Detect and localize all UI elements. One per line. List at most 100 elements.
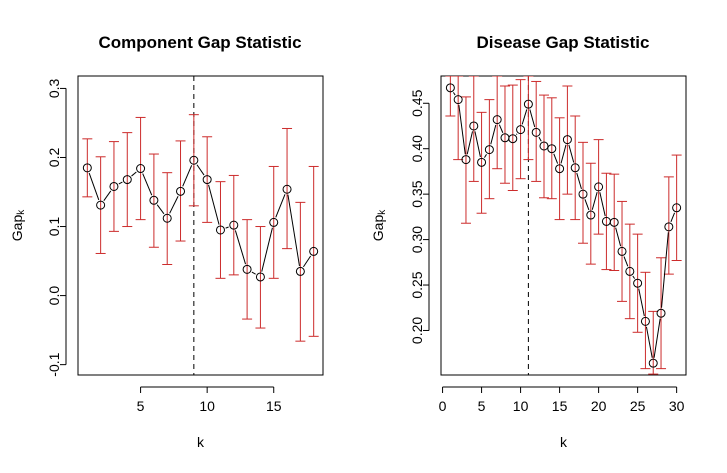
error-bar bbox=[593, 139, 604, 235]
data-point bbox=[282, 184, 292, 194]
chart-title: Component Gap Statistic bbox=[98, 33, 301, 52]
data-point bbox=[547, 144, 557, 154]
error-bar bbox=[492, 76, 503, 170]
connector-segment bbox=[490, 124, 497, 145]
connector-segment bbox=[591, 192, 598, 210]
connector-segment bbox=[623, 256, 629, 267]
error-bar bbox=[671, 154, 682, 261]
error-bar bbox=[308, 165, 319, 337]
data-point bbox=[242, 264, 252, 274]
error-bar bbox=[531, 80, 542, 182]
data-point bbox=[189, 155, 199, 165]
connector-segment bbox=[599, 192, 606, 217]
error-bar bbox=[135, 116, 146, 221]
data-point bbox=[633, 278, 643, 288]
connector-segment bbox=[529, 109, 536, 128]
data-point bbox=[508, 134, 518, 144]
data-point bbox=[586, 210, 596, 220]
data-point bbox=[523, 99, 533, 109]
x-tick-label: 25 bbox=[630, 398, 646, 414]
error-bar bbox=[242, 219, 253, 320]
error-bar bbox=[188, 114, 199, 207]
connector-segment bbox=[638, 288, 645, 317]
error-bar bbox=[255, 226, 266, 329]
error-bar bbox=[215, 181, 226, 279]
data-point bbox=[578, 189, 588, 199]
y-axis-label: Gapk bbox=[370, 209, 388, 241]
x-tick-label: 15 bbox=[266, 398, 282, 414]
data-point bbox=[484, 145, 494, 155]
data-layer bbox=[445, 76, 682, 375]
chart-title: Disease Gap Statistic bbox=[477, 33, 650, 52]
data-point bbox=[656, 308, 666, 318]
data-point bbox=[539, 141, 549, 151]
data-point bbox=[215, 225, 225, 235]
connector-segment bbox=[156, 204, 165, 215]
data-point bbox=[109, 181, 119, 191]
connector-segment bbox=[515, 133, 518, 135]
error-bar bbox=[499, 85, 510, 184]
y-tick-label: 0.1 bbox=[46, 217, 62, 237]
connector-segment bbox=[103, 190, 112, 201]
data-point bbox=[269, 217, 279, 227]
y-axis-label-subscript: k bbox=[377, 209, 388, 215]
error-bar bbox=[460, 96, 471, 224]
connector-segment bbox=[615, 227, 622, 247]
data-point bbox=[477, 157, 487, 167]
error-bar bbox=[468, 76, 479, 182]
y-tick-label: -0.1 bbox=[46, 352, 62, 376]
error-bar bbox=[122, 132, 133, 228]
error-bar bbox=[546, 97, 557, 200]
y-axis-label: Gapk bbox=[9, 209, 27, 241]
error-bar bbox=[562, 85, 573, 195]
connector-segment bbox=[169, 196, 179, 214]
connector-segment bbox=[118, 181, 123, 185]
x-tick-label: 10 bbox=[513, 398, 529, 414]
error-bar bbox=[609, 173, 620, 271]
connector-segment bbox=[131, 171, 137, 177]
error-bar bbox=[515, 79, 526, 180]
error-bar bbox=[108, 141, 119, 232]
y-axis-label-main: Gap bbox=[9, 215, 25, 242]
error-bar bbox=[82, 138, 93, 198]
error-bar bbox=[554, 117, 565, 221]
connector-segment bbox=[182, 165, 193, 187]
data-point bbox=[295, 266, 305, 276]
data-point bbox=[149, 195, 159, 205]
error-bar bbox=[476, 111, 487, 214]
error-bar bbox=[295, 201, 306, 342]
connector-segment bbox=[287, 194, 300, 267]
data-point bbox=[255, 272, 265, 282]
x-tick-label: 15 bbox=[552, 398, 568, 414]
error-bar bbox=[228, 174, 239, 276]
connector-segment bbox=[466, 131, 474, 155]
data-point bbox=[162, 213, 172, 223]
error-bar bbox=[268, 165, 279, 279]
data-point bbox=[664, 222, 674, 232]
connector-segment bbox=[196, 164, 205, 176]
connector-segment bbox=[484, 154, 487, 158]
error-bar bbox=[601, 172, 612, 271]
connector-segment bbox=[645, 326, 653, 358]
connector-segment bbox=[670, 212, 676, 222]
x-axis-label: k bbox=[197, 434, 205, 450]
data-point bbox=[469, 121, 479, 131]
data-point bbox=[309, 246, 319, 256]
data-point bbox=[229, 220, 239, 230]
connector-segment bbox=[225, 226, 229, 229]
data-point bbox=[136, 164, 146, 174]
connector-segment bbox=[234, 230, 246, 265]
connector-segment bbox=[302, 255, 312, 268]
connector-segment bbox=[275, 194, 286, 218]
data-point bbox=[531, 127, 541, 137]
connector-segment bbox=[560, 144, 567, 164]
connector-segment bbox=[452, 92, 456, 96]
panel-1: Component Gap Statistic 5 10 15 -0.1 0.0 0.1 0.… bbox=[9, 33, 324, 450]
connector-segment bbox=[653, 318, 661, 358]
x-axis-label: k bbox=[560, 434, 568, 450]
x-tick-label: 30 bbox=[669, 398, 685, 414]
data-point bbox=[609, 217, 619, 227]
error-bar bbox=[162, 172, 173, 266]
data-point bbox=[516, 125, 526, 135]
